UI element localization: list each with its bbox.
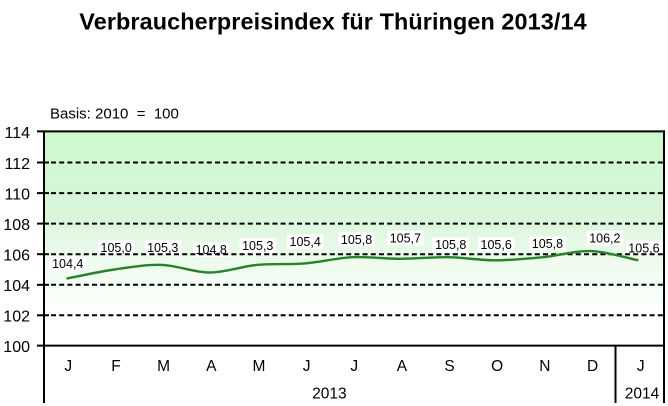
- svg-text:J: J: [64, 358, 72, 375]
- svg-text:105,3: 105,3: [242, 239, 273, 253]
- svg-text:Verbraucherpreisindex für Thür: Verbraucherpreisindex für Thüringen 2013…: [79, 9, 586, 35]
- svg-text:110: 110: [4, 187, 30, 204]
- svg-text:102: 102: [3, 309, 30, 326]
- svg-text:108: 108: [3, 217, 30, 234]
- svg-text:106: 106: [3, 248, 30, 265]
- svg-text:J: J: [350, 358, 358, 375]
- svg-text:105,6: 105,6: [628, 241, 659, 255]
- svg-text:105,7: 105,7: [390, 232, 421, 246]
- svg-text:S: S: [444, 358, 454, 375]
- svg-text:114: 114: [4, 125, 30, 142]
- svg-text:112: 112: [4, 156, 30, 173]
- svg-text:105,4: 105,4: [290, 235, 321, 249]
- svg-text:A: A: [397, 358, 408, 375]
- svg-text:100: 100: [3, 339, 30, 356]
- svg-text:N: N: [539, 358, 550, 375]
- svg-text:105,8: 105,8: [435, 238, 466, 252]
- svg-text:2013: 2013: [312, 386, 346, 403]
- svg-text:J: J: [303, 358, 311, 375]
- svg-text:104,4: 104,4: [52, 257, 83, 271]
- svg-text:105,0: 105,0: [101, 241, 132, 255]
- svg-text:Basis: 2010 = 100: Basis: 2010 = 100: [50, 106, 179, 123]
- svg-text:J: J: [637, 358, 645, 375]
- svg-text:2014: 2014: [625, 386, 660, 403]
- svg-text:104: 104: [3, 278, 30, 295]
- svg-text:M: M: [252, 358, 265, 375]
- svg-text:A: A: [206, 358, 217, 375]
- svg-text:O: O: [491, 358, 503, 375]
- svg-text:105,6: 105,6: [481, 238, 512, 252]
- svg-text:104,8: 104,8: [196, 243, 227, 257]
- svg-text:D: D: [587, 358, 598, 375]
- svg-text:105,8: 105,8: [532, 237, 563, 251]
- svg-text:F: F: [111, 358, 120, 375]
- svg-text:106,2: 106,2: [589, 232, 620, 246]
- svg-text:105,8: 105,8: [341, 233, 372, 247]
- svg-text:105,3: 105,3: [147, 241, 178, 255]
- svg-text:M: M: [157, 358, 170, 375]
